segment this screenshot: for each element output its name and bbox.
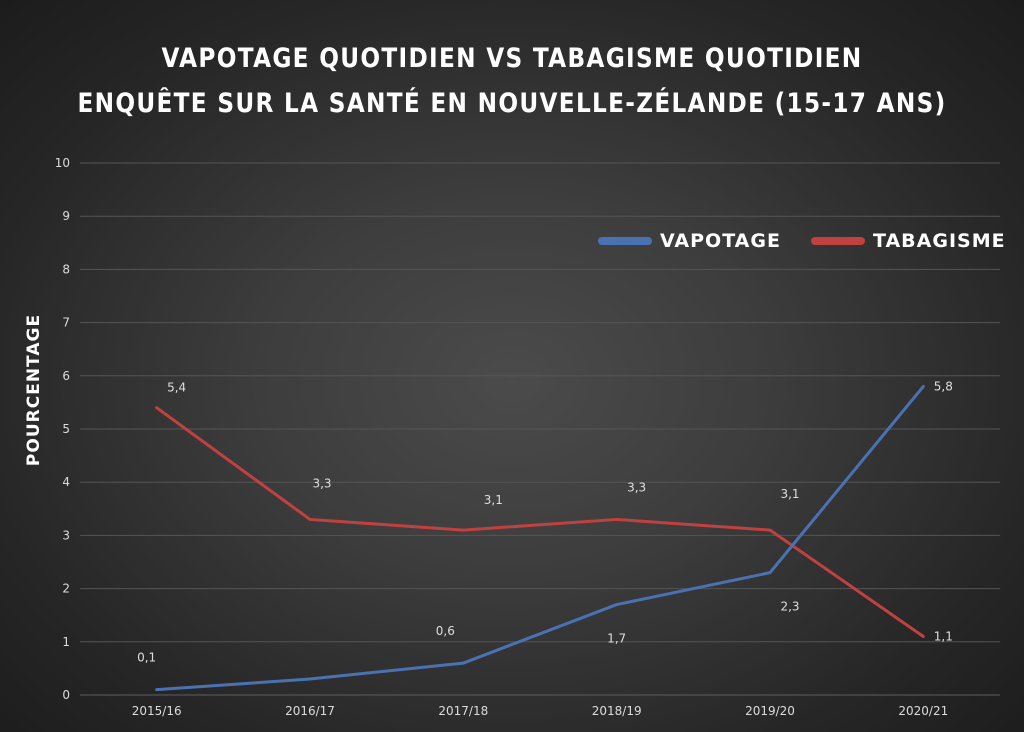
y-tick-label: 6 [62, 369, 70, 383]
series-line-tabagisme [155, 406, 925, 638]
chart-subtitle: ENQUÊTE SUR LA SANTÉ EN NOUVELLE-ZÉLANDE… [77, 88, 947, 119]
legend-item-vapotage: VAPOTAGE [598, 230, 781, 252]
data-label: 1,1 [934, 629, 953, 643]
y-tick-label: 5 [62, 422, 70, 436]
data-label: 5,4 [167, 381, 186, 395]
x-tick-label: 2020/21 [898, 704, 948, 718]
y-tick-label: 7 [62, 316, 70, 330]
data-label: 1,7 [607, 632, 626, 646]
x-tick-label: 2017/18 [438, 704, 488, 718]
y-tick-label: 8 [62, 262, 70, 276]
data-label: 0,1 [137, 651, 156, 665]
data-label: 2,3 [780, 600, 799, 614]
legend-swatch-vapotage [598, 237, 652, 245]
legend-item-tabagisme: TABAGISME [810, 230, 1006, 252]
x-tick-label: 2018/19 [592, 704, 642, 718]
legend-label-vapotage: VAPOTAGE [660, 230, 781, 252]
chart-title: VAPOTAGE QUOTIDIEN VS TABAGISME QUOTIDIE… [161, 43, 863, 74]
x-tick-label: 2019/20 [745, 704, 795, 718]
data-label: 3,1 [484, 493, 503, 507]
y-tick-label: 9 [62, 209, 70, 223]
data-label: 5,8 [934, 379, 953, 393]
series-line-vapotage [155, 384, 925, 692]
legend-swatch-tabagisme [810, 237, 865, 245]
chart-title-block: VAPOTAGE QUOTIDIEN VS TABAGISME QUOTIDIE… [72, 36, 953, 126]
legend: VAPOTAGE TABAGISME [598, 230, 1024, 252]
y-tick-label: 1 [62, 635, 70, 649]
y-tick-label: 0 [62, 688, 70, 702]
legend-label-tabagisme: TABAGISME [872, 230, 1006, 252]
data-label: 3,3 [627, 480, 646, 494]
y-tick-label: 3 [62, 528, 70, 542]
x-tick-label: 2016/17 [285, 704, 335, 718]
x-tick-label: 2015/16 [132, 704, 182, 718]
y-tick-label: 2 [62, 582, 70, 596]
data-label: 3,3 [312, 476, 331, 490]
data-label: 3,1 [780, 487, 799, 501]
data-label: 0,6 [436, 624, 455, 638]
y-tick-label: 4 [62, 475, 70, 489]
y-tick-label: 10 [55, 156, 70, 170]
